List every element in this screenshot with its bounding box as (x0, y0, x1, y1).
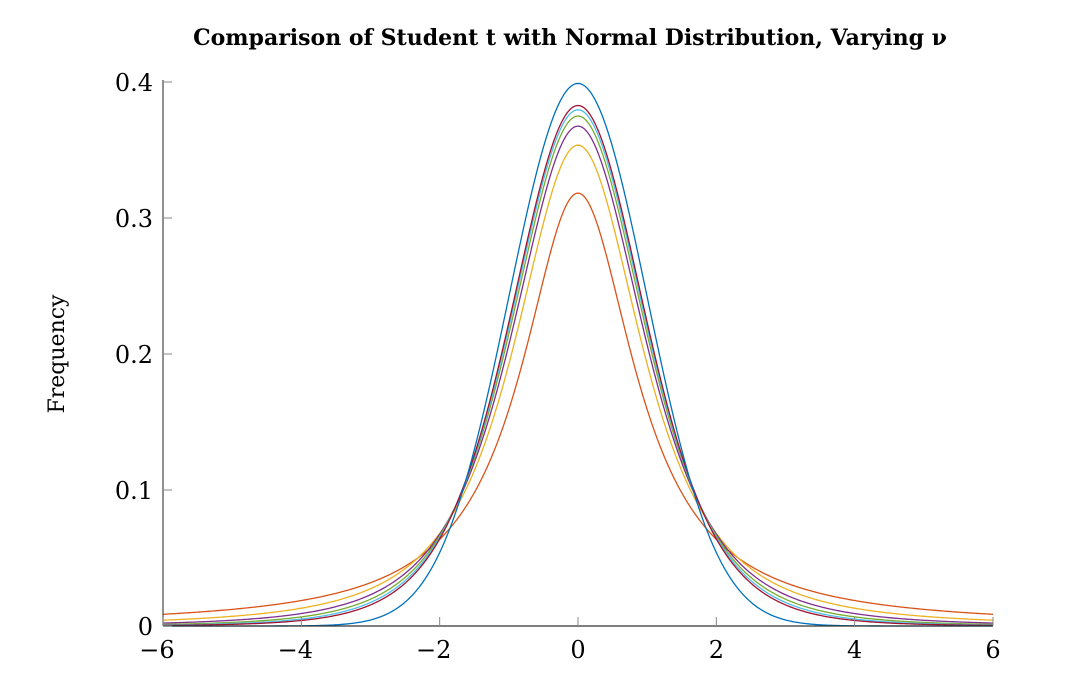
student-t-curve-nu-3 (162, 125, 994, 624)
student-t-curve-nu-4 (162, 115, 994, 626)
x-tick-label: 0 (570, 636, 585, 664)
student-t-curve-nu-2 (162, 144, 994, 621)
x-tick-label: −2 (416, 636, 451, 664)
x-tick-label: 6 (985, 636, 1000, 664)
student-t-curve-nu-6 (162, 104, 994, 627)
x-tick-label: −6 (139, 636, 174, 664)
x-tick-label: 4 (847, 636, 862, 664)
axes: −6 −4 −2 0 2 4 6 0 0.1 0.2 0.3 0.4 (115, 69, 1001, 664)
y-tick-label: 0.4 (115, 69, 153, 97)
y-axis-label: Frequency (45, 294, 70, 414)
x-tick-label: −4 (278, 636, 313, 664)
normal-curve (163, 82, 993, 627)
student-t-curve-nu-5 (162, 109, 994, 626)
chart-title: Comparison of Student t with Normal Dist… (193, 25, 947, 51)
x-tick-label: 2 (709, 636, 724, 664)
y-tick-label: 0.3 (115, 205, 153, 233)
series-group (162, 82, 994, 627)
y-tick-label: 0 (138, 613, 153, 641)
student-t-curve-nu-1 (162, 192, 994, 615)
y-tick-label: 0.2 (115, 341, 153, 369)
y-tick-label: 0.1 (115, 477, 153, 505)
